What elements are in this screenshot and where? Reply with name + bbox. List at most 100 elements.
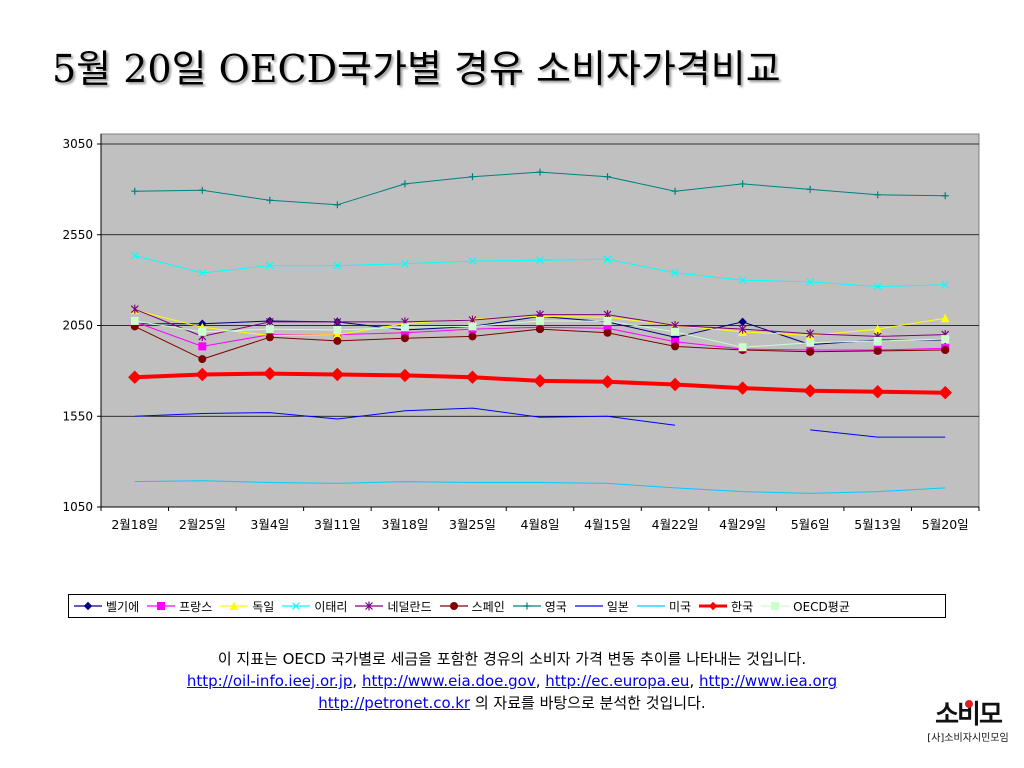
x-tick-label: 4월22일 [652, 517, 699, 532]
source-link-europa[interactable]: http://ec.europa.eu [545, 672, 690, 690]
data-point [533, 374, 547, 388]
data-point [739, 180, 747, 188]
series-line [134, 407, 946, 438]
data-point [195, 367, 210, 382]
legend-item: 일본 [574, 598, 629, 615]
x-tick-label: 3월25일 [449, 517, 496, 532]
data-point [468, 322, 477, 331]
y-tick-label: 1050 [62, 500, 93, 514]
series-7 [134, 407, 946, 438]
data-point [400, 323, 409, 332]
logo-caption: [사]소비자시민모임 [927, 733, 1009, 744]
page-title: 5월 20일 OECD국가별 경유 소비자가격비교 [52, 47, 781, 91]
legend-item: 벨기에 [73, 598, 139, 615]
legend-item: 영국 [512, 598, 567, 615]
data-point [671, 342, 680, 351]
data-point [671, 187, 679, 195]
series-3 [130, 251, 950, 291]
data-point [198, 327, 207, 336]
data-point [265, 261, 274, 270]
legend-label: 프랑스 [179, 599, 213, 614]
data-point [400, 334, 409, 343]
data-point [941, 192, 949, 200]
data-point [536, 256, 544, 265]
data-point [668, 377, 682, 392]
data-point [198, 342, 207, 351]
legend-swatch-icon [355, 601, 384, 611]
legend-marker [708, 601, 718, 611]
data-point [874, 191, 882, 199]
data-point [806, 185, 814, 193]
data-point [398, 368, 412, 383]
data-point [333, 336, 342, 345]
data-point [536, 316, 544, 325]
separator: , [535, 672, 546, 690]
legend-label: 벨기에 [106, 599, 140, 614]
data-point [468, 257, 477, 265]
x-tick-label: 5월6일 [791, 517, 830, 532]
description-line1: 이 지표는 OECD 국가별로 세금을 포함한 경유의 소비자 가격 변동 추이… [217, 650, 807, 668]
legend-item: 스페인 [439, 598, 505, 615]
series-8 [134, 480, 946, 494]
x-tick-label: 4월15일 [584, 517, 631, 532]
data-point [465, 370, 480, 384]
legend-label: 미국 [668, 599, 692, 614]
legend-label: OECD평균 [793, 599, 850, 614]
legend-item: 독일 [219, 598, 274, 615]
data-point [198, 268, 207, 277]
data-point [265, 325, 274, 334]
source-link-eia[interactable]: http://www.eia.doe.gov [361, 672, 536, 690]
legend-swatch-icon [636, 605, 665, 607]
series-line [134, 480, 946, 494]
data-point [603, 328, 612, 337]
data-point [873, 346, 882, 355]
data-point [400, 259, 409, 268]
data-point [266, 196, 274, 204]
legend-marker [157, 602, 166, 610]
x-tick-label: 4월29일 [719, 517, 766, 532]
data-point [941, 346, 950, 355]
data-point [738, 276, 747, 285]
description: 이 지표는 OECD 국가별로 세금을 포함한 경유의 소비자 가격 변동 추이… [0, 648, 1024, 714]
legend-marker [229, 601, 239, 610]
source-link-ieej[interactable]: http://oil-info.ieej.or.jp [186, 672, 353, 690]
x-tick-label: 2월18일 [111, 517, 158, 532]
data-point [401, 180, 409, 188]
source-link-iea[interactable]: http://www.iea.org [698, 672, 838, 690]
line-chart: 1050 1550 2050 2550 3050 2월18일 2월25일 3월4일 3월11일… [62, 133, 980, 532]
legend-label: 스페인 [471, 599, 505, 614]
legend-swatch-icon [282, 602, 311, 610]
data-point [330, 367, 345, 382]
source-link-petronet[interactable]: http://petronet.co.kr [318, 694, 471, 712]
legend-marker [449, 602, 458, 610]
x-tick-label: 3월18일 [381, 517, 428, 532]
legend-item: OECD평균 [760, 598, 850, 615]
legend-marker [292, 602, 301, 610]
legend-marker [771, 602, 780, 610]
data-point [806, 338, 815, 347]
x-tick-label: 5월20일 [922, 517, 969, 532]
legend-swatch-icon [74, 601, 102, 611]
data-point [468, 332, 477, 341]
y-tick-label: 2550 [62, 228, 93, 242]
data-point [263, 366, 277, 381]
legend-marker [523, 602, 531, 610]
separator: , [689, 672, 699, 690]
legend-label: 일본 [606, 599, 629, 614]
separator: , [352, 672, 362, 690]
legend-swatch-icon [220, 601, 249, 610]
data-point [941, 335, 950, 344]
legend-item: 프랑스 [146, 598, 212, 615]
legend-item: 네덜란드 [354, 598, 432, 615]
data-point [806, 278, 815, 286]
data-point [738, 343, 747, 352]
data-point [938, 385, 952, 400]
legend-swatch-icon [512, 602, 541, 610]
chart-legend: 벨기에 프랑스 독일 이태리 네덜란드 스페인 영국 일본 미국 한국 OECD평균 [68, 594, 946, 618]
legend-item: 이태리 [281, 598, 347, 615]
data-point [671, 268, 680, 277]
x-tick-label: 3월4일 [250, 517, 289, 532]
source-line3: http://petronet.co.kr 의 자료를 바탕으로 분석한 것입니… [0, 692, 1024, 714]
x-tick-label: 3월11일 [314, 517, 361, 532]
data-point [600, 375, 615, 389]
